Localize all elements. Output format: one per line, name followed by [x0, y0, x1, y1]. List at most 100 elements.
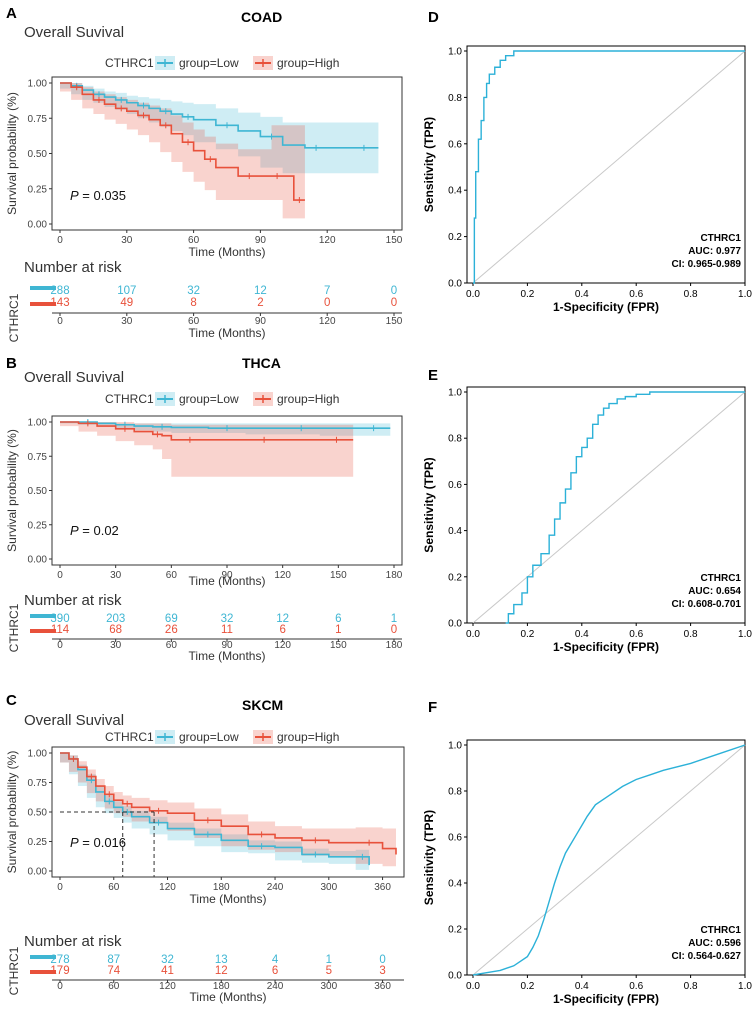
- risk-count-low: 32: [187, 285, 200, 297]
- risk-count-high: 6: [272, 965, 278, 977]
- survival-curve-high: [60, 82, 305, 201]
- x-tick-label: 0.0: [466, 289, 480, 300]
- x-tick-label: 0: [57, 235, 63, 246]
- y-axis-label: Sensitivity (TPR): [422, 117, 436, 212]
- panel-letter: F: [428, 699, 437, 716]
- y-tick-label: 0.6: [448, 480, 462, 491]
- y-axis-label: Sensitivity (TPR): [422, 810, 436, 905]
- survival-curve-low: [60, 752, 370, 866]
- risk-count-high: 2: [257, 297, 263, 309]
- risk-count-low: 32: [161, 954, 174, 966]
- risk-tick-label: 150: [386, 316, 403, 327]
- survival-curve-high: [60, 421, 354, 441]
- y-tick-label: 0.75: [28, 114, 48, 125]
- risk-table-title: Number at risk: [24, 592, 122, 609]
- y-tick-label: 0.25: [28, 520, 48, 531]
- risk-key-low: [30, 955, 56, 959]
- y-tick-label: 0.0: [448, 619, 462, 630]
- roc-annotation-line: CTHRC1: [700, 573, 741, 584]
- risk-tick-label: 120: [274, 640, 291, 651]
- x-tick-label: 0.0: [466, 629, 480, 640]
- x-tick-label: 120: [274, 570, 291, 581]
- x-tick-label: 120: [319, 235, 336, 246]
- risk-count-low: 12: [276, 613, 289, 625]
- y-tick-label: 0.00: [28, 555, 48, 566]
- legend-label-high: group=High: [277, 730, 339, 744]
- roc-annotation-line: CI: 0.564-0.627: [672, 951, 742, 962]
- y-tick-label: 0.0: [448, 279, 462, 290]
- x-tick-label: 60: [188, 235, 200, 246]
- p-value-text: = 0.02: [79, 523, 119, 538]
- risk-key-high: [30, 302, 56, 306]
- legend-label-high: group=High: [277, 392, 339, 406]
- p-value-symbol: P: [70, 835, 79, 850]
- risk-count-low: 87: [107, 954, 120, 966]
- legend: CTHRC1 group=Low group=High: [105, 56, 339, 70]
- chart-subtitle: Overall Suvival: [24, 369, 124, 386]
- chart-subtitle: Overall Suvival: [24, 712, 124, 729]
- x-tick-label: 1.0: [738, 289, 752, 300]
- p-value: P = 0.035: [70, 188, 126, 203]
- risk-count-low: 0: [379, 954, 385, 966]
- y-tick-label: 0.50: [28, 149, 48, 160]
- y-tick-label: 0.2: [448, 232, 462, 243]
- risk-count-high: 68: [109, 624, 122, 636]
- chart-title: THCA: [242, 355, 281, 371]
- ci-band-high: [60, 83, 305, 219]
- x-tick-label: 0.6: [629, 289, 643, 300]
- roc-annotation-line: CTHRC1: [700, 233, 741, 244]
- risk-count-low: 1: [326, 954, 332, 966]
- legend-title: CTHRC1: [105, 56, 154, 70]
- x-axis-label: Time (Months): [189, 245, 266, 259]
- y-tick-label: 0.8: [448, 434, 462, 445]
- x-axis-label: 1-Specificity (FPR): [553, 992, 659, 1006]
- risk-count-high: 49: [120, 297, 133, 309]
- plot-frame: [466, 45, 746, 284]
- risk-count-high: 0: [324, 297, 330, 309]
- roc-annotation-line: AUC: 0.977: [688, 246, 741, 257]
- x-tick-label: 360: [374, 882, 391, 893]
- ci-band-low: [60, 753, 370, 870]
- risk-key-high: [30, 629, 56, 633]
- risk-count-high: 3: [379, 965, 385, 977]
- y-tick-label: 0.00: [28, 867, 48, 878]
- x-tick-label: 180: [213, 882, 230, 893]
- p-value-symbol: P: [70, 188, 79, 203]
- x-tick-label: 150: [386, 235, 403, 246]
- legend-label-low: group=Low: [179, 730, 239, 744]
- diagonal-reference-line: [472, 391, 746, 624]
- x-tick-label: 120: [159, 882, 176, 893]
- risk-table-title: Number at risk: [24, 933, 122, 950]
- risk-count-high: 6: [279, 624, 285, 636]
- risk-table-title: Number at risk: [24, 259, 122, 276]
- y-tick-label: 0.75: [28, 452, 48, 463]
- risk-tick-label: 30: [110, 640, 122, 651]
- roc-panel-e: E 0.0 0.0 0.2 0.2 0.4 0.4 0.6 0.6 0.8 0.8 1.0 1.0 1-S…: [422, 367, 752, 654]
- y-tick-label: 0.75: [28, 778, 48, 789]
- risk-count-low: 69: [165, 613, 178, 625]
- panel-letter: B: [6, 355, 17, 372]
- legend-label-high: group=High: [277, 56, 339, 70]
- x-tick-label: 90: [221, 570, 233, 581]
- x-tick-label: 150: [330, 570, 347, 581]
- risk-tick-label: 60: [188, 316, 200, 327]
- y-tick-label: 0.4: [448, 879, 462, 890]
- x-axis-label: 1-Specificity (FPR): [553, 300, 659, 314]
- risk-key-low: [30, 286, 56, 290]
- risk-tick-label: 240: [267, 981, 284, 992]
- ci-band-high: [60, 422, 354, 477]
- y-tick-label: 0.8: [448, 93, 462, 104]
- y-tick-label: 0.2: [448, 572, 462, 583]
- x-axis-label: Time (Months): [190, 892, 267, 906]
- risk-count-low: 278: [50, 954, 69, 966]
- risk-tick-label: 0: [57, 640, 63, 651]
- risk-count-low: 4: [272, 954, 279, 966]
- y-tick-label: 0.25: [28, 837, 48, 848]
- chart-title: COAD: [241, 9, 282, 25]
- plot-frame: [466, 739, 746, 976]
- risk-count-high: 179: [50, 965, 69, 977]
- x-tick-label: 90: [255, 235, 267, 246]
- risk-x-axis-label: Time (Months): [189, 326, 266, 340]
- y-tick-label: 1.0: [448, 388, 462, 399]
